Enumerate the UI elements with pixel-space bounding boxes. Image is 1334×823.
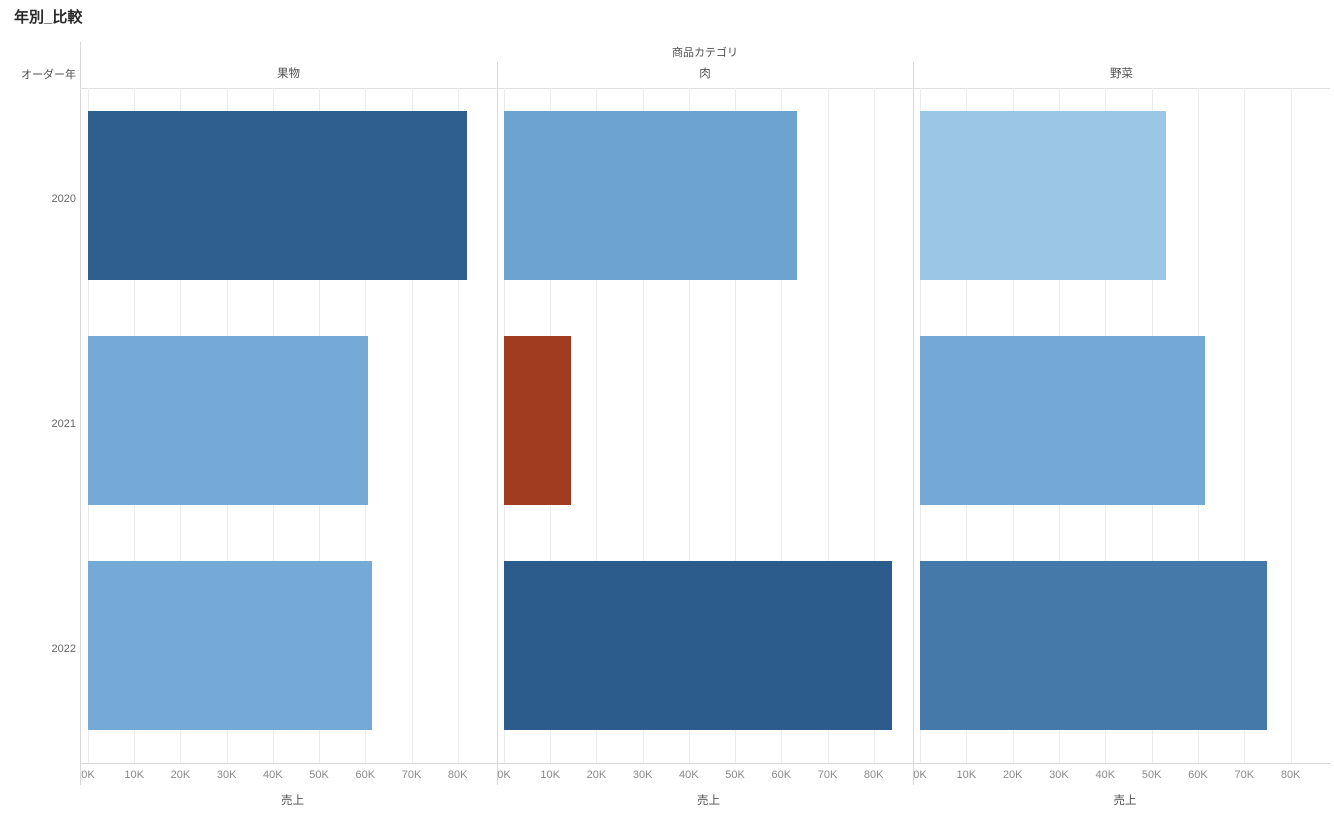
gridline (1244, 88, 1246, 763)
tick-label: 0K (497, 769, 511, 781)
header-bottom-line (80, 88, 1330, 89)
tick-label: 0K (81, 769, 95, 781)
tick-label: 60K (771, 769, 792, 781)
bar-meat-2022[interactable] (504, 561, 893, 730)
gridline (596, 88, 598, 763)
tick-label: 10K (540, 769, 560, 781)
tick-label: 40K (1095, 769, 1116, 781)
bar-fruits-2022[interactable] (88, 561, 373, 730)
gridline (457, 88, 459, 763)
tick-label: 50K (309, 769, 329, 781)
tick-label: 60K (355, 769, 376, 781)
bar-fruits-2020[interactable] (88, 111, 467, 280)
column-header-vegetables[interactable]: 野菜 (1110, 68, 1133, 80)
tick-label: 30K (632, 769, 653, 781)
x-axis-title: 売上 (281, 795, 304, 807)
row-header-2022[interactable]: 2022 (51, 643, 76, 655)
worksheet-title: 年別_比較 (14, 9, 83, 26)
row-header-2021[interactable]: 2021 (51, 418, 76, 430)
column-header-fruits[interactable]: 果物 (277, 68, 300, 80)
tick-label: 20K (170, 769, 191, 781)
x-axis-ticks-meat: 0K 10K 20K 30K 40K 50K 60K 70K 80K (497, 769, 913, 783)
tick-label: 30K (216, 769, 237, 781)
panel-divider-line (497, 62, 498, 785)
gridline (873, 88, 875, 763)
bar-vegetables-2020[interactable] (920, 111, 1166, 280)
tick-label: 70K (1234, 769, 1255, 781)
gridline (1290, 88, 1292, 763)
tick-label: 20K (586, 769, 607, 781)
tick-label: 0K (913, 769, 927, 781)
panel-divider-line (913, 62, 914, 785)
facet-panel-meat (504, 88, 913, 763)
tick-label: 70K (817, 769, 838, 781)
row-field-label: オーダー年 (21, 69, 76, 81)
bar-vegetables-2021[interactable] (920, 336, 1205, 505)
tick-label: 10K (124, 769, 144, 781)
tick-label: 80K (863, 769, 884, 781)
x-axis-ticks-fruits: 0K 10K 20K 30K 40K 50K 60K 70K 80K (81, 769, 497, 783)
bar-fruits-2021[interactable] (88, 336, 368, 505)
bar-meat-2020[interactable] (504, 111, 798, 280)
facet-panel-fruits (88, 88, 497, 763)
tick-label: 30K (1049, 769, 1069, 781)
tick-label: 50K (725, 769, 745, 781)
tick-label: 70K (401, 769, 422, 781)
tick-label: 20K (1002, 769, 1023, 781)
facet-panel-vegetables (920, 88, 1330, 763)
tick-label: 80K (447, 769, 468, 781)
gridline (735, 88, 737, 763)
tick-label: 60K (1188, 769, 1208, 781)
gridline (688, 88, 690, 763)
tick-label: 40K (679, 769, 699, 781)
header-divider-line (80, 42, 81, 785)
tick-label: 40K (263, 769, 283, 781)
bar-meat-2021[interactable] (504, 336, 571, 505)
tick-label: 50K (1141, 769, 1162, 781)
gridline (642, 88, 644, 763)
row-header-2020[interactable]: 2020 (51, 193, 76, 205)
gridline (781, 88, 783, 763)
gridline (411, 88, 413, 763)
x-axis-line (80, 763, 1330, 764)
tick-label: 80K (1280, 769, 1301, 781)
bar-vegetables-2022[interactable] (920, 561, 1268, 730)
x-axis-title: 売上 (697, 795, 720, 807)
tick-label: 10K (956, 769, 977, 781)
x-axis-title: 売上 (1113, 795, 1137, 807)
column-header-meat[interactable]: 肉 (699, 68, 711, 80)
gridline (827, 88, 829, 763)
column-field-label: 商品カテゴリ (672, 47, 738, 59)
x-axis-ticks-vegetables: 0K 10K 20K 30K 40K 50K 60K 70K 80K (913, 769, 1330, 783)
